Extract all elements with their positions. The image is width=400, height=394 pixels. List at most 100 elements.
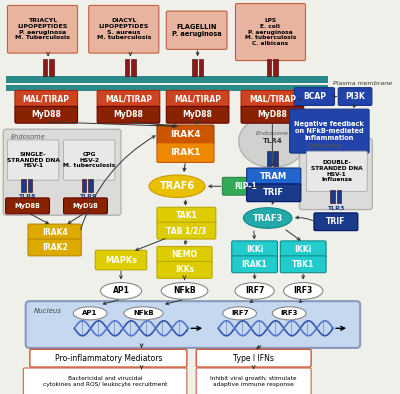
Text: MyD88: MyD88 bbox=[31, 110, 61, 119]
FancyBboxPatch shape bbox=[157, 125, 214, 145]
FancyBboxPatch shape bbox=[64, 198, 108, 214]
Text: MAL/TIRAP: MAL/TIRAP bbox=[23, 95, 70, 104]
Text: MyD88: MyD88 bbox=[258, 110, 287, 119]
FancyBboxPatch shape bbox=[157, 262, 212, 278]
Text: MAL/TIRAP: MAL/TIRAP bbox=[174, 95, 221, 104]
Text: TLR8: TLR8 bbox=[18, 194, 35, 199]
Ellipse shape bbox=[73, 307, 107, 320]
Text: NEMO: NEMO bbox=[172, 251, 198, 259]
Text: Pro-inflammatory Mediators: Pro-inflammatory Mediators bbox=[55, 354, 162, 362]
FancyBboxPatch shape bbox=[222, 177, 268, 195]
FancyBboxPatch shape bbox=[241, 91, 304, 108]
Ellipse shape bbox=[161, 282, 208, 299]
Ellipse shape bbox=[124, 307, 163, 320]
Text: IRAK1: IRAK1 bbox=[170, 148, 201, 157]
Text: TRAM: TRAM bbox=[260, 173, 287, 181]
FancyBboxPatch shape bbox=[21, 179, 26, 192]
FancyBboxPatch shape bbox=[30, 349, 187, 367]
Ellipse shape bbox=[235, 282, 274, 299]
Text: Plasma membrane: Plasma membrane bbox=[333, 81, 392, 86]
Text: Type I IFNs: Type I IFNs bbox=[233, 354, 274, 362]
FancyBboxPatch shape bbox=[89, 6, 159, 53]
Text: TLR5: TLR5 bbox=[188, 95, 207, 101]
FancyBboxPatch shape bbox=[166, 106, 229, 123]
FancyBboxPatch shape bbox=[236, 4, 306, 61]
Text: TRIACYL
LIPOPEPTIDES
P. aeruginosa
M. Tuberculosis: TRIACYL LIPOPEPTIDES P. aeruginosa M. Tu… bbox=[15, 18, 70, 41]
Text: TL2/6: TL2/6 bbox=[120, 95, 141, 101]
Text: Bactericidal and virucidal
cytokines and ROS/ leukocyte recruitment: Bactericidal and virucidal cytokines and… bbox=[43, 376, 167, 387]
Text: TLR4: TLR4 bbox=[262, 138, 282, 144]
FancyBboxPatch shape bbox=[157, 207, 216, 224]
FancyBboxPatch shape bbox=[232, 256, 278, 273]
FancyBboxPatch shape bbox=[241, 106, 304, 123]
Ellipse shape bbox=[223, 307, 256, 320]
FancyBboxPatch shape bbox=[314, 213, 358, 230]
FancyBboxPatch shape bbox=[337, 190, 342, 203]
Text: FLAGELLIN
P. aeruginosa: FLAGELLIN P. aeruginosa bbox=[172, 24, 222, 37]
Text: DIACYL
LIPOPEPTIDES
S. aureus
M. tuberculosis: DIACYL LIPOPEPTIDES S. aureus M. tubercu… bbox=[97, 18, 151, 41]
Text: TLR9: TLR9 bbox=[79, 194, 96, 199]
Text: IKKi: IKKi bbox=[246, 245, 263, 254]
FancyBboxPatch shape bbox=[267, 59, 272, 76]
Text: TRIF: TRIF bbox=[326, 217, 346, 226]
Text: Inhibit viral growth; stimulate
adaptive immune response: Inhibit viral growth; stimulate adaptive… bbox=[210, 376, 297, 387]
FancyBboxPatch shape bbox=[196, 368, 311, 394]
Text: MyD88: MyD88 bbox=[183, 110, 212, 119]
FancyBboxPatch shape bbox=[273, 59, 278, 76]
FancyBboxPatch shape bbox=[15, 106, 78, 123]
FancyBboxPatch shape bbox=[157, 222, 216, 239]
FancyBboxPatch shape bbox=[28, 179, 32, 192]
Text: MAL/TIRAP: MAL/TIRAP bbox=[105, 95, 152, 104]
FancyBboxPatch shape bbox=[28, 239, 81, 256]
Text: TAB 1/2/3: TAB 1/2/3 bbox=[166, 226, 206, 235]
Text: IRAK1: IRAK1 bbox=[242, 260, 268, 269]
Text: TLR2/1: TLR2/1 bbox=[35, 95, 62, 101]
FancyBboxPatch shape bbox=[8, 6, 78, 53]
Ellipse shape bbox=[239, 115, 306, 167]
Text: MAPKs: MAPKs bbox=[105, 256, 137, 264]
Text: IRAK4: IRAK4 bbox=[42, 228, 68, 237]
FancyBboxPatch shape bbox=[196, 349, 311, 367]
Text: TRAF6: TRAF6 bbox=[160, 181, 195, 191]
Ellipse shape bbox=[272, 307, 306, 320]
FancyBboxPatch shape bbox=[95, 250, 147, 270]
FancyBboxPatch shape bbox=[26, 301, 360, 348]
Ellipse shape bbox=[100, 282, 142, 299]
FancyBboxPatch shape bbox=[267, 151, 272, 166]
Text: TLR4: TLR4 bbox=[262, 95, 282, 101]
FancyBboxPatch shape bbox=[166, 11, 227, 49]
Text: IRF3: IRF3 bbox=[294, 286, 313, 296]
Text: Negative feedback
on NFkB-mediated
inflammation: Negative feedback on NFkB-mediated infla… bbox=[294, 121, 364, 141]
Ellipse shape bbox=[243, 208, 292, 228]
Text: TRAF3: TRAF3 bbox=[252, 214, 283, 223]
FancyBboxPatch shape bbox=[247, 184, 301, 202]
Text: IKKi: IKKi bbox=[294, 245, 312, 254]
Text: TRIF: TRIF bbox=[263, 188, 284, 197]
Text: MyD88: MyD88 bbox=[73, 203, 98, 209]
FancyBboxPatch shape bbox=[273, 151, 278, 166]
Text: AP1: AP1 bbox=[82, 310, 98, 316]
Ellipse shape bbox=[284, 282, 323, 299]
FancyBboxPatch shape bbox=[42, 59, 47, 76]
FancyBboxPatch shape bbox=[330, 190, 335, 203]
Text: IRAK4: IRAK4 bbox=[170, 130, 201, 139]
Text: IRAK2: IRAK2 bbox=[42, 243, 68, 252]
FancyBboxPatch shape bbox=[338, 88, 372, 106]
FancyBboxPatch shape bbox=[294, 88, 334, 106]
FancyBboxPatch shape bbox=[157, 143, 214, 162]
Text: MyD88: MyD88 bbox=[15, 203, 40, 209]
Text: IRF7: IRF7 bbox=[245, 286, 264, 296]
Text: MyD88: MyD88 bbox=[114, 110, 144, 119]
Text: BCAP: BCAP bbox=[303, 92, 326, 101]
FancyBboxPatch shape bbox=[157, 247, 212, 263]
FancyBboxPatch shape bbox=[125, 59, 129, 76]
FancyBboxPatch shape bbox=[49, 59, 54, 76]
Text: PI3K: PI3K bbox=[345, 92, 365, 101]
Ellipse shape bbox=[149, 175, 205, 197]
Text: AP1: AP1 bbox=[112, 286, 130, 296]
FancyBboxPatch shape bbox=[23, 368, 187, 394]
FancyBboxPatch shape bbox=[88, 179, 93, 192]
FancyBboxPatch shape bbox=[8, 140, 59, 180]
FancyBboxPatch shape bbox=[290, 109, 369, 153]
FancyBboxPatch shape bbox=[15, 91, 78, 108]
